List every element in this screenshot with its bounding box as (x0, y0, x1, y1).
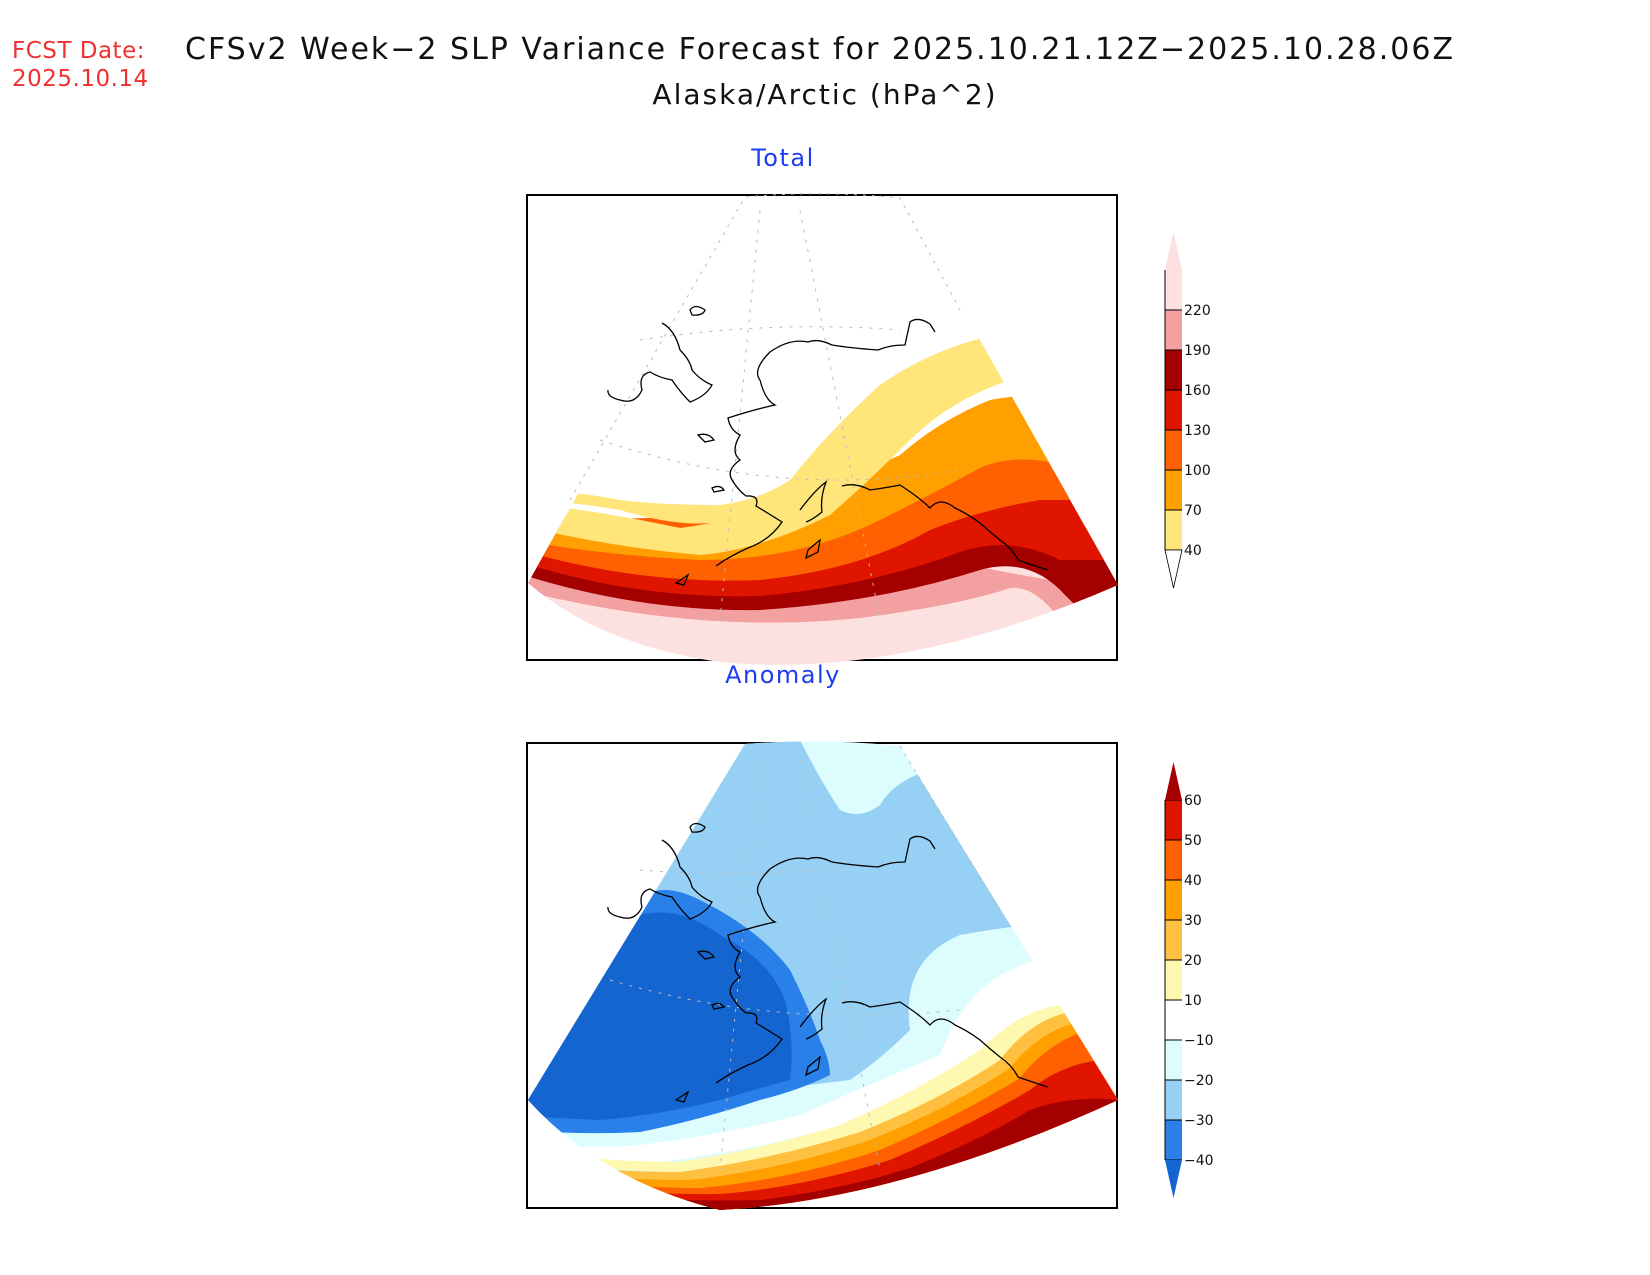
anomaly-colorbar-label: −20 (1184, 1073, 1214, 1089)
anomaly-panel-title: Anomaly (725, 661, 841, 689)
anomaly-graticule-lat (639, 859, 901, 874)
total-coast-kenai (799, 480, 828, 523)
anomaly-coast-island (805, 1055, 821, 1077)
total-colorbar-segment (1165, 430, 1182, 470)
total-colorbar-label: 40 (1184, 543, 1202, 559)
anomaly-colorbar-above-triangle (1165, 762, 1182, 800)
anomaly-colorbar-segment (1165, 1000, 1182, 1040)
total-colorbar-segment (1165, 470, 1182, 510)
anomaly-colorbar: −40 −30 −20 −10 10 20 30 40 50 60 (1164, 762, 1214, 1198)
total-coast-island (805, 538, 821, 560)
anomaly-coast-alaska-north (756, 835, 936, 898)
total-colorbar-label: 220 (1184, 303, 1211, 319)
total-coast-russia (607, 322, 713, 403)
anomaly-colorbar-label: 20 (1184, 953, 1202, 969)
anomaly-coast-russia (607, 839, 713, 920)
total-colorbar-label: 100 (1184, 463, 1211, 479)
total-colorbar-above-triangle (1165, 232, 1182, 270)
anomaly-colorbar-below-triangle (1165, 1160, 1182, 1198)
anomaly-colorbar-label: 60 (1184, 793, 1202, 809)
anomaly-colorbar-segment (1165, 920, 1182, 960)
total-map (526, 193, 1118, 665)
anomaly-coastlines (607, 822, 1049, 1103)
anomaly-coast-kenai (799, 997, 828, 1040)
anomaly-colorbar-segment (1165, 1120, 1182, 1160)
anomaly-colorbar-segment (1165, 840, 1182, 880)
anomaly-colorbar-segment (1165, 1080, 1182, 1120)
total-graticule-lat (639, 326, 901, 341)
anomaly-coast-alaska-west (715, 896, 783, 1084)
anomaly-coast-alaska-south (841, 1001, 1049, 1088)
total-coast-alaska-west (715, 379, 783, 567)
total-colorbar-segment (1165, 390, 1182, 430)
anomaly-graticule (609, 759, 961, 1171)
total-panel-title: Total (751, 144, 815, 172)
chart-title: CFSv2 Week−2 SLP Variance Forecast for 2… (185, 32, 1456, 67)
total-colorbar-label: 160 (1184, 383, 1211, 399)
total-coast-island (696, 433, 716, 443)
anomaly-colorbar-label: 30 (1184, 913, 1202, 929)
total-coast-island (674, 573, 690, 586)
total-colorbar-segment (1165, 350, 1182, 390)
total-colorbar-label: 190 (1184, 343, 1211, 359)
anomaly-coast-island (674, 1090, 690, 1103)
total-coast-island (711, 485, 726, 493)
total-colorbar-label: 130 (1184, 423, 1211, 439)
total-colorbar-segment (1165, 270, 1182, 310)
anomaly-colorbar-label: −40 (1184, 1153, 1214, 1169)
total-colorbar-segment (1165, 510, 1182, 550)
forecast-date-value: 2025.10.14 (12, 66, 149, 92)
anomaly-coast-island (696, 950, 716, 960)
total-colorbar-segment (1165, 310, 1182, 350)
total-graticule-lat (599, 439, 961, 481)
total-coast-island (689, 305, 706, 316)
anomaly-colorbar-label: 10 (1184, 993, 1202, 1009)
anomaly-colorbar-segment (1165, 1040, 1182, 1080)
anomaly-colorbar-label: −10 (1184, 1033, 1214, 1049)
anomaly-coast-island (689, 822, 706, 833)
anomaly-map (526, 741, 1118, 1210)
anomaly-colorbar-segment (1165, 800, 1182, 840)
total-colorbar-label: 70 (1184, 503, 1202, 519)
total-coast-alaska-north (756, 318, 936, 381)
total-contour-fills (528, 300, 1118, 665)
chart-subtitle: Alaska/Arctic (hPa^2) (652, 78, 998, 111)
total-band-70-100 (528, 395, 1118, 560)
anomaly-colorbar-segment (1165, 880, 1182, 920)
forecast-date-block: FCST Date: 2025.10.14 (12, 37, 149, 93)
anomaly-colorbar-label: −30 (1184, 1113, 1214, 1129)
total-band-40-70-fill (540, 340, 1010, 555)
forecast-date-label: FCST Date: (12, 38, 145, 64)
total-coast-alaska-south (841, 484, 1049, 571)
anomaly-colorbar-segment (1165, 960, 1182, 1000)
total-graticule (599, 209, 961, 621)
anomaly-colorbar-label: 50 (1184, 833, 1202, 849)
total-colorbar: 40 70 100 130 160 190 220 (1164, 232, 1211, 589)
total-coastlines (607, 305, 1049, 586)
anomaly-colorbar-label: 40 (1184, 873, 1202, 889)
total-colorbar-below-triangle (1164, 549, 1183, 589)
anomaly-coast-island (711, 1002, 726, 1010)
